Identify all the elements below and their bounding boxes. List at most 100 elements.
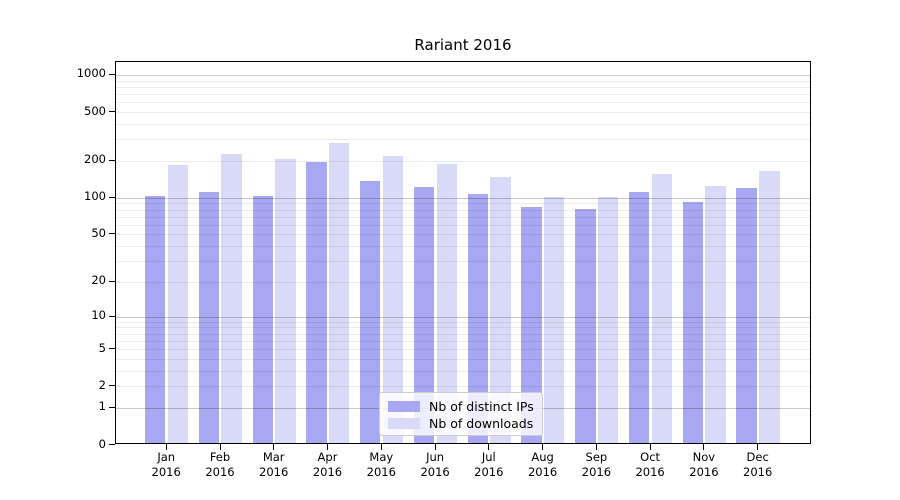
- y-tick-label-500: 500: [84, 103, 106, 118]
- bar-sep-distinct-ips: [575, 208, 596, 443]
- y-tick-label-50: 50: [91, 225, 106, 240]
- x-tick-label-mar: Mar 2016: [259, 450, 289, 479]
- legend-swatch-downloads: [388, 418, 420, 429]
- x-tick-mark: [434, 444, 436, 450]
- y-tick-label-1: 1: [98, 399, 106, 414]
- y-tick-mark: [109, 315, 115, 317]
- x-tick-label-aug: Aug 2016: [527, 450, 558, 479]
- gridline-900: [116, 80, 810, 82]
- x-tick-mark: [273, 444, 275, 450]
- legend-item-downloads: Nb of downloads: [388, 415, 542, 432]
- bar-dec-distinct-ips: [736, 188, 757, 443]
- x-tick-mark: [327, 444, 328, 450]
- gridline-100: [116, 197, 810, 199]
- y-tick-label-200: 200: [84, 152, 106, 167]
- x-tick-label-nov: Nov 2016: [689, 450, 719, 479]
- y-tick-mark: [109, 233, 115, 235]
- x-tick-label-apr: Apr 2016: [312, 450, 343, 479]
- x-tick-label-sep: Sep 2016: [581, 450, 612, 479]
- y-tick-label-5: 5: [98, 340, 106, 355]
- x-tick-label-jun: Jun 2016: [420, 450, 450, 479]
- bar-jan-downloads: [167, 164, 189, 443]
- grid-layer: [116, 62, 810, 443]
- bar-oct-distinct-ips: [628, 192, 650, 443]
- legend-item-distinct-ips: Nb of distinct IPs: [388, 398, 542, 415]
- gridline-90: [116, 203, 810, 205]
- gridline-8: [116, 327, 810, 329]
- gridline-20: [116, 281, 810, 283]
- gridline-200: [116, 160, 810, 162]
- legend-swatch-distinct-ips: [388, 401, 420, 412]
- gridline-10: [116, 316, 810, 318]
- bar-aug-downloads: [544, 196, 565, 443]
- gridline-300: [116, 139, 810, 141]
- legend-label-downloads: Nb of downloads: [429, 415, 534, 431]
- gridline-1000: [116, 74, 810, 76]
- bar-oct-downloads: [651, 173, 673, 443]
- x-tick-mark: [757, 444, 759, 450]
- bar-mar-downloads: [275, 158, 296, 443]
- x-tick-label-oct: Oct 2016: [635, 450, 665, 479]
- bars-layer: [116, 62, 810, 443]
- gridline-3: [116, 370, 810, 372]
- x-tick-mark: [380, 444, 382, 450]
- y-tick-mark: [109, 280, 115, 282]
- bar-aug-distinct-ips: [521, 206, 542, 443]
- y-tick-mark: [109, 406, 115, 408]
- x-tick-mark: [488, 444, 490, 450]
- bar-feb-distinct-ips: [198, 191, 220, 443]
- y-tick-mark: [109, 444, 115, 445]
- y-tick-label-100: 100: [84, 189, 106, 204]
- x-tick-mark: [703, 444, 705, 450]
- bar-jan-distinct-ips: [145, 195, 166, 443]
- gridline-80: [116, 209, 810, 211]
- gridline-6: [116, 340, 810, 342]
- chart-title: Rariant 2016: [414, 36, 512, 54]
- gridline-7: [116, 333, 810, 335]
- y-tick-label-0: 0: [98, 436, 106, 451]
- bar-jun-downloads: [436, 163, 457, 443]
- gridline-400: [116, 123, 810, 125]
- legend: Nb of distinct IPs Nb of downloads: [379, 392, 543, 436]
- y-tick-mark: [109, 159, 115, 161]
- gridline-700: [116, 94, 810, 95]
- bar-apr-distinct-ips: [306, 162, 327, 443]
- bar-feb-downloads: [221, 154, 242, 443]
- bar-jul-downloads: [490, 177, 511, 443]
- x-tick-mark: [542, 444, 544, 450]
- y-tick-label-20: 20: [91, 273, 106, 288]
- x-tick-mark: [595, 444, 597, 450]
- bar-nov-distinct-ips: [682, 201, 704, 443]
- y-tick-label-2: 2: [98, 377, 106, 392]
- bar-may-distinct-ips: [360, 181, 381, 443]
- gridline-60: [116, 224, 810, 226]
- y-tick-label-10: 10: [91, 308, 106, 322]
- bar-dec-downloads: [759, 170, 780, 443]
- y-tick-mark: [109, 348, 115, 349]
- gridline-800: [116, 86, 810, 88]
- bar-nov-downloads: [705, 186, 726, 443]
- x-tick-mark: [165, 444, 167, 450]
- bar-jul-distinct-ips: [467, 193, 488, 443]
- bar-sep-downloads: [597, 197, 619, 443]
- x-tick-mark: [219, 444, 221, 450]
- bar-mar-distinct-ips: [252, 195, 273, 443]
- bar-apr-downloads: [329, 142, 350, 443]
- gridline-600: [116, 102, 810, 104]
- bar-jun-distinct-ips: [413, 187, 435, 443]
- gridline-50: [116, 234, 810, 236]
- gridline-2: [116, 386, 810, 388]
- gridline-30: [116, 261, 810, 262]
- gridline-9: [116, 321, 810, 323]
- y-tick-mark: [109, 73, 115, 75]
- x-tick-label-dec: Dec 2016: [743, 450, 773, 479]
- gridline-500: [116, 112, 810, 113]
- gridline-40: [116, 246, 810, 248]
- plot-area: [115, 61, 811, 444]
- legend-label-distinct-ips: Nb of distinct IPs: [429, 398, 534, 414]
- x-tick-label-jan: Jan 2016: [151, 450, 181, 479]
- y-tick-mark: [109, 385, 115, 387]
- x-tick-label-jul: Jul 2016: [474, 450, 504, 479]
- bar-may-downloads: [382, 155, 404, 443]
